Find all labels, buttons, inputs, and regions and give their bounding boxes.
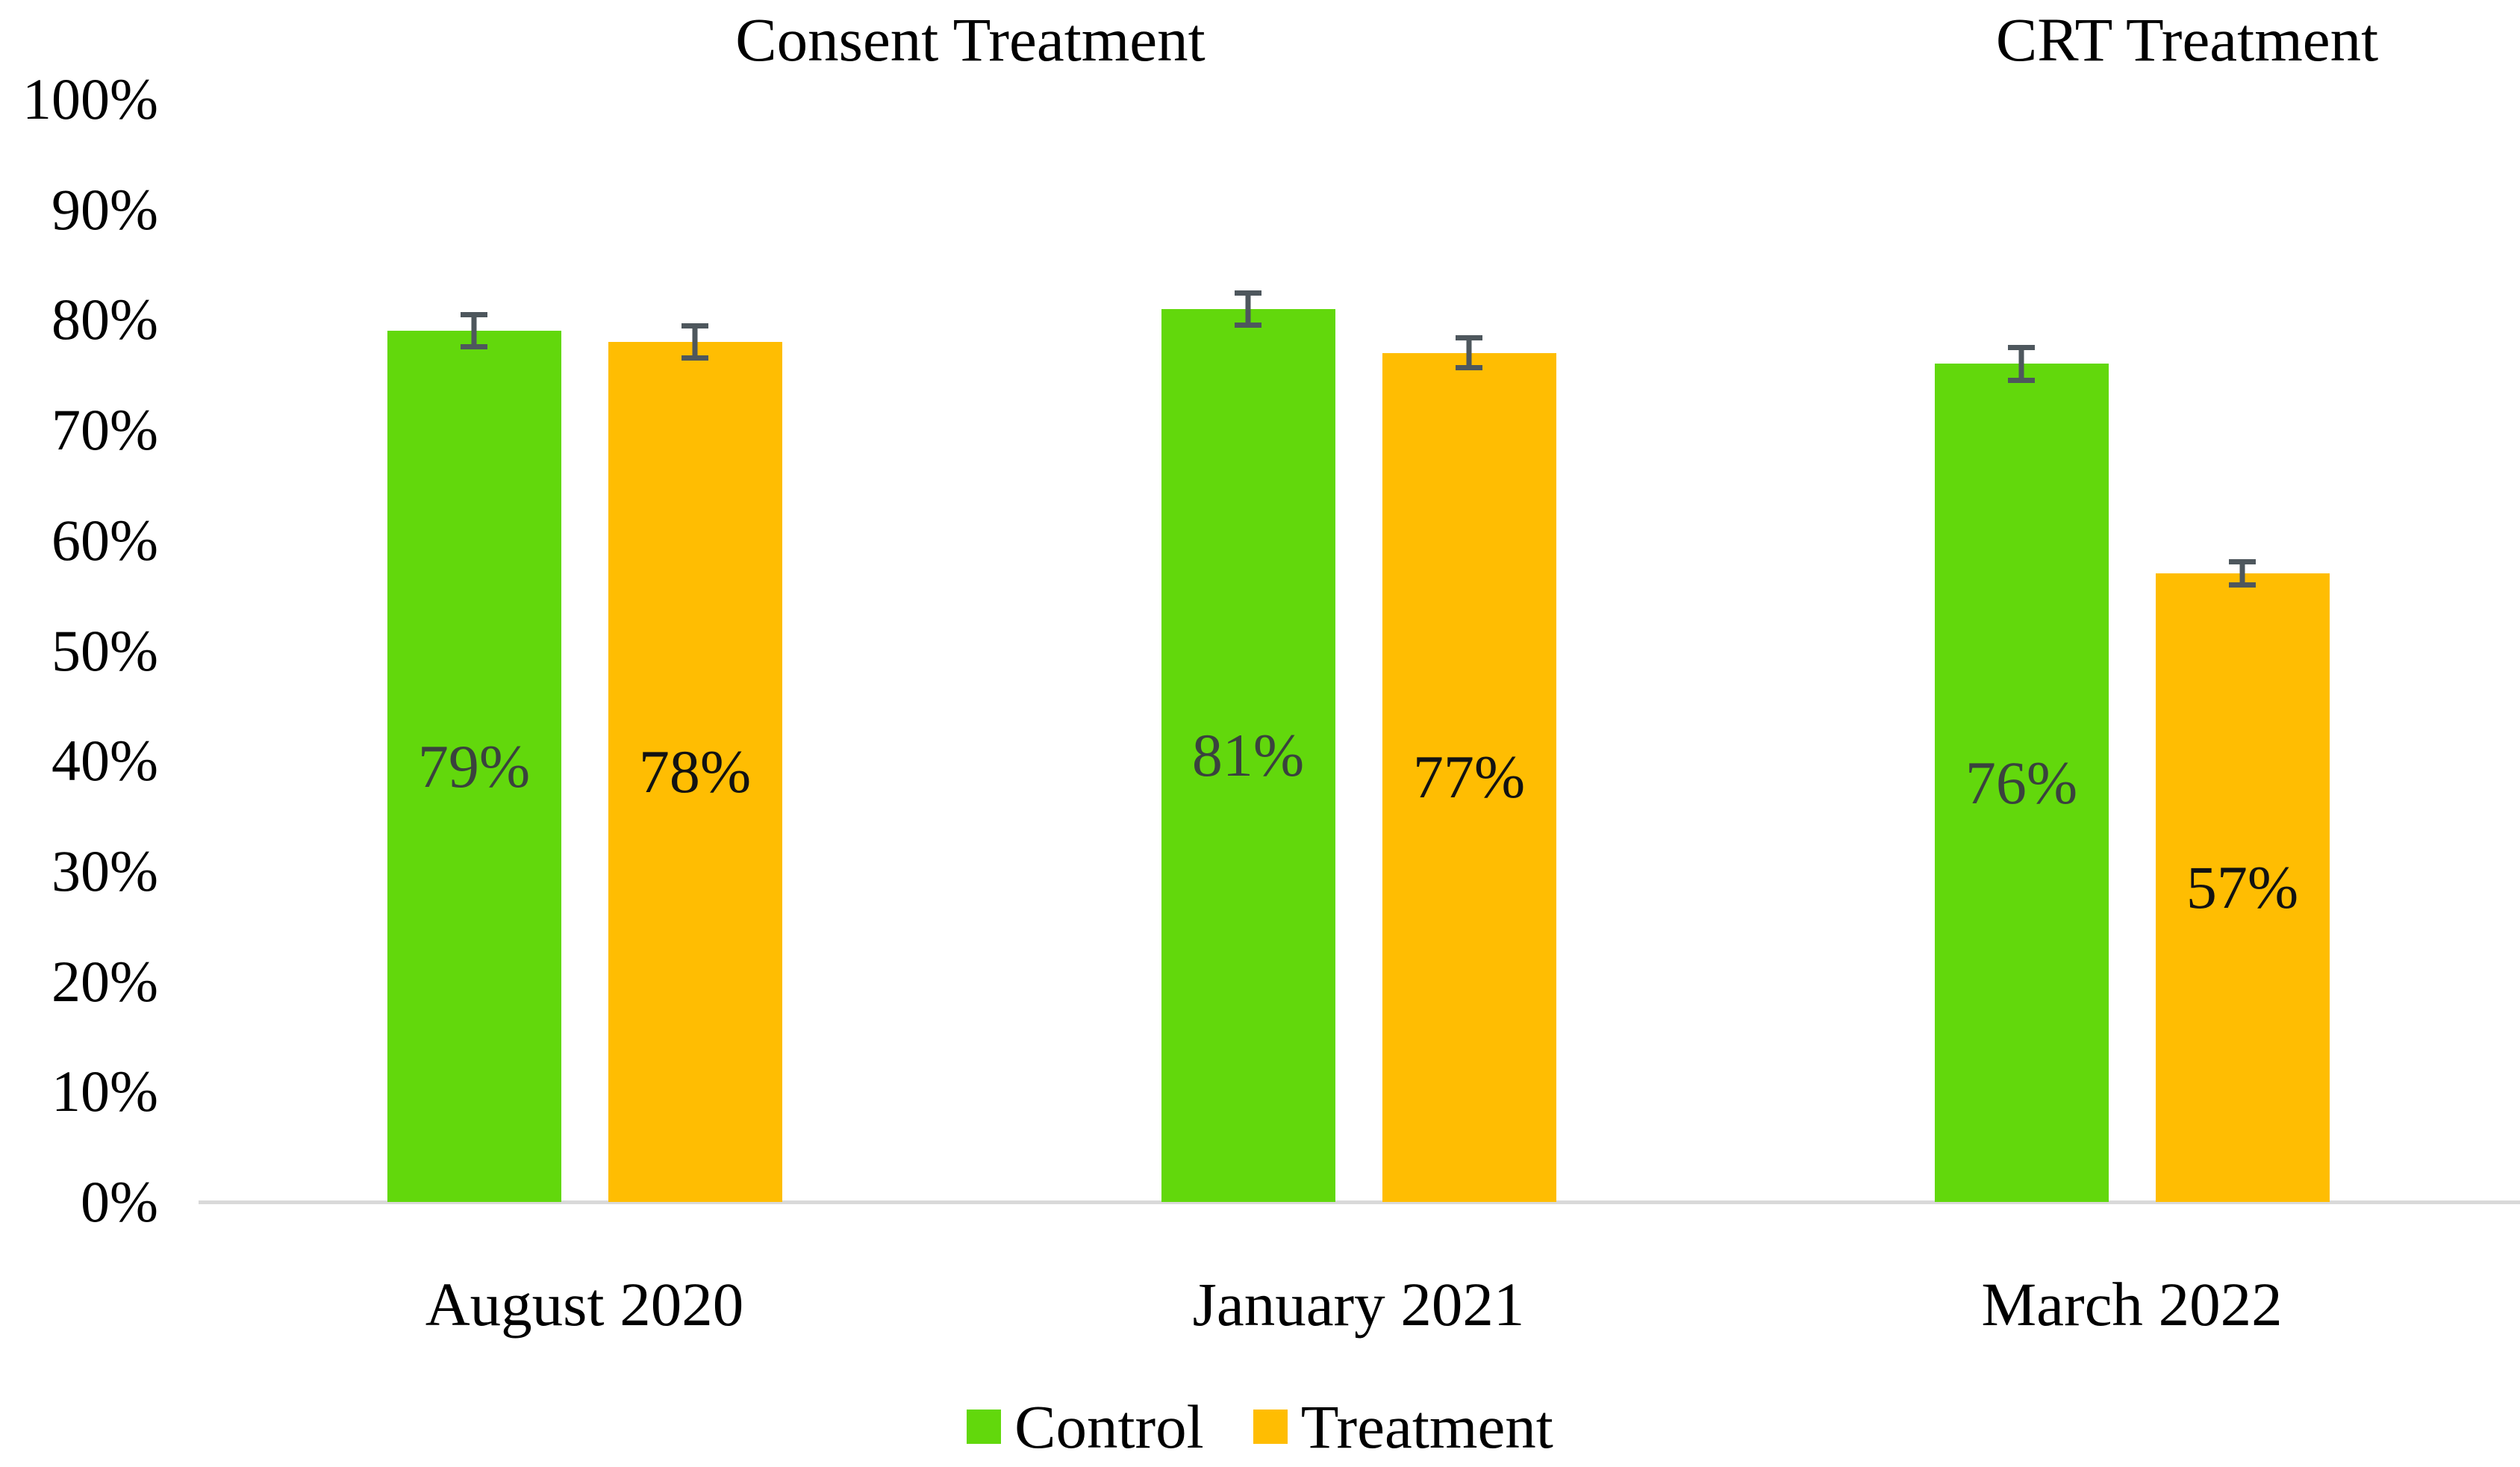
x-axis-line	[199, 1200, 2520, 1204]
data-label-treatment-august-2020: 78%	[638, 737, 752, 806]
error-bar-line	[1466, 335, 1472, 371]
error-bar-line	[471, 312, 477, 350]
legend-item-control: Control	[967, 1392, 1204, 1461]
legend-swatch-treatment	[1253, 1410, 1288, 1444]
data-label-treatment-january-2021: 77%	[1412, 743, 1526, 812]
y-axis-tick-label: 40%	[52, 728, 158, 794]
y-axis-tick-label: 0%	[81, 1169, 158, 1234]
y-axis-tick-label: 80%	[52, 287, 158, 352]
error-bar-line	[2239, 558, 2245, 588]
data-label-control-january-2021: 81%	[1191, 720, 1305, 789]
y-axis-tick-label: 90%	[52, 176, 158, 242]
error-bar-line	[692, 323, 698, 361]
error-bar-control-march-2022	[2008, 345, 2035, 383]
bar-control-august-2020	[387, 331, 561, 1202]
error-bar-control-august-2020	[461, 312, 487, 350]
error-bar-treatment-march-2022	[2229, 558, 2256, 588]
legend-item-treatment: Treatment	[1253, 1392, 1553, 1461]
y-axis-tick-label: 60%	[52, 507, 158, 573]
y-axis-tick-label: 70%	[52, 397, 158, 463]
bar-control-january-2021	[1161, 308, 1335, 1202]
bar-control-march-2022	[1934, 364, 2109, 1202]
chart-title-consent-treatment: Consent Treatment	[735, 5, 1206, 74]
data-label-control-march-2022: 76%	[1965, 748, 2078, 817]
bar-treatment-august-2020	[608, 341, 782, 1202]
error-bar-line	[1245, 290, 1251, 328]
x-axis-label-august-2020: August 2020	[425, 1270, 744, 1339]
error-bar-treatment-august-2020	[682, 323, 708, 361]
error-bar-control-january-2021	[1235, 290, 1261, 328]
y-axis-tick-label: 50%	[52, 617, 158, 683]
bar-treatment-march-2022	[2155, 573, 2330, 1202]
legend-label-control: Control	[1014, 1392, 1204, 1461]
data-label-control-august-2020: 79%	[417, 732, 531, 800]
error-bar-line	[2018, 345, 2024, 383]
error-bar-treatment-january-2021	[1456, 335, 1482, 371]
y-axis-tick-label: 10%	[52, 1059, 158, 1124]
data-label-treatment-march-2022: 57%	[2186, 853, 2299, 922]
x-axis-label-march-2022: March 2022	[1981, 1270, 2283, 1339]
y-axis-tick-label: 30%	[52, 838, 158, 903]
legend: Control Treatment	[0, 1387, 2520, 1466]
y-axis-tick-label: 20%	[52, 948, 158, 1014]
x-axis-label-january-2021: January 2021	[1192, 1270, 1525, 1339]
legend-label-treatment: Treatment	[1300, 1392, 1553, 1461]
chart-title-crt-treatment: CRT Treatment	[1995, 5, 2379, 74]
legend-swatch-control	[967, 1410, 1002, 1444]
bar-treatment-january-2021	[1382, 352, 1556, 1202]
y-axis-tick-label: 100%	[22, 66, 158, 131]
